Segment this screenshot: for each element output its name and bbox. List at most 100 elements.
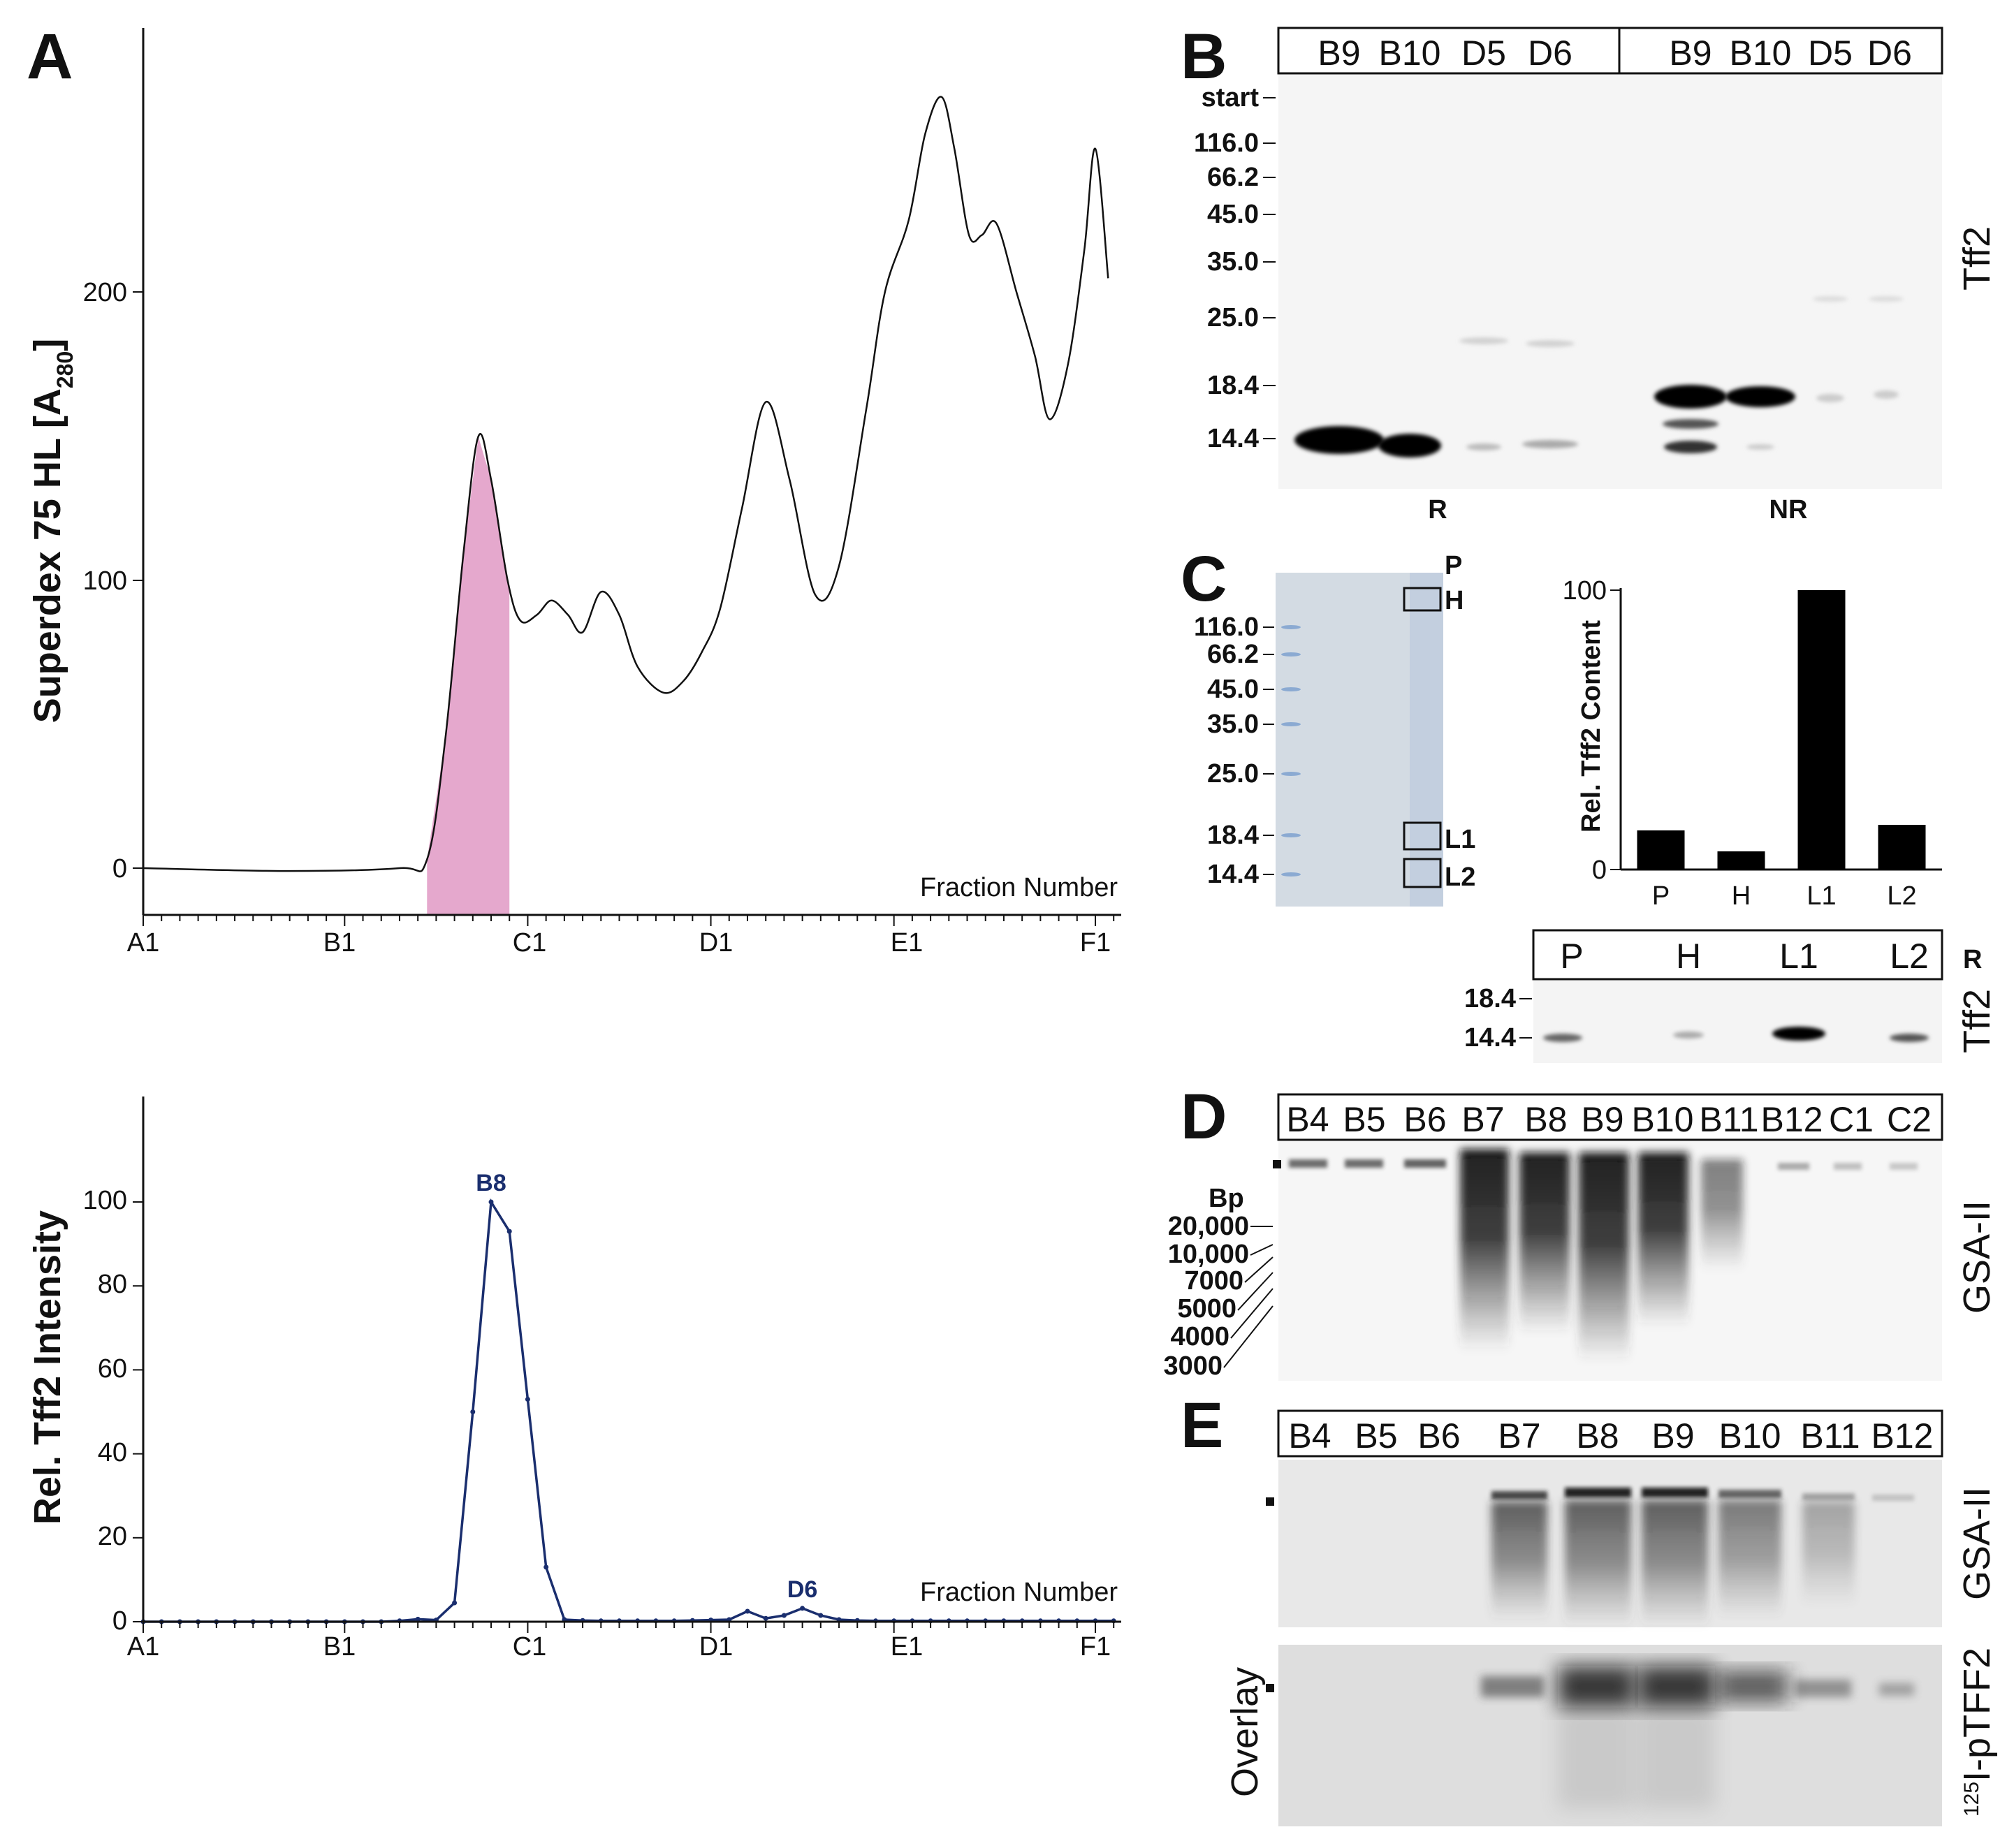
gel-d-lane-c2: C2 bbox=[1887, 1100, 1932, 1139]
chromatogram-shaded-peak bbox=[427, 437, 510, 915]
profile-x-title: Fraction Number bbox=[920, 1578, 1118, 1607]
gel-b-side-label: Tff2 bbox=[1956, 226, 1998, 291]
profile-ytick-label-40: 40 bbox=[98, 1438, 127, 1467]
gel-d-lane-c1: C1 bbox=[1829, 1100, 1874, 1139]
bar-l1 bbox=[1797, 590, 1846, 870]
gel-e-gsa-well-marker bbox=[1266, 1497, 1274, 1506]
chromatogram-xtick-a1: A1 bbox=[127, 928, 159, 958]
gel-b-marker-start: start bbox=[1202, 83, 1260, 112]
gel-e-overlay-well-marker bbox=[1266, 1684, 1274, 1692]
gel-d-lane-b10: B10 bbox=[1632, 1100, 1694, 1139]
profile-ytick-label-0: 0 bbox=[112, 1606, 127, 1636]
gel-d-size-4000: 4000 bbox=[1170, 1322, 1229, 1351]
blot-c-lane-header bbox=[1532, 929, 1943, 981]
gel-d-lane-header bbox=[1277, 1093, 1943, 1141]
tff2-profile-line bbox=[143, 1198, 1114, 1623]
panel-b-gel: B9 B10 D5 D6 B9 B10 D5 D6 start 116.0 66… bbox=[1194, 27, 1998, 525]
profile-xtick-f1: F1 bbox=[1080, 1632, 1111, 1662]
chromatogram-ytick-label-200: 200 bbox=[83, 278, 127, 307]
bar-xlabel-h: H bbox=[1732, 881, 1751, 911]
bar-ytick-label-100: 100 bbox=[1563, 576, 1607, 606]
blot-c-background bbox=[1533, 979, 1942, 1063]
gel-b-marker-66: 66.2 bbox=[1207, 163, 1259, 192]
gel-d-lane-b4: B4 bbox=[1286, 1100, 1329, 1139]
profile-point-36 bbox=[800, 1606, 805, 1611]
gel-c-marker-35: 35.0 bbox=[1207, 710, 1259, 739]
gel-b-bands bbox=[1294, 296, 1904, 457]
tff2-content-bar-chart: 100 0 P H L1 L2 Rel. Tff2 Content bbox=[1563, 576, 1942, 911]
bar-y-title: Rel. Tff2 Content bbox=[1577, 620, 1606, 833]
gel-c-marker-66: 66.2 bbox=[1207, 640, 1259, 669]
gel-e-overlay-bands bbox=[1481, 1666, 1914, 1809]
profile-point-19 bbox=[488, 1199, 494, 1205]
gel-e-lane-b7: B7 bbox=[1498, 1416, 1540, 1455]
gel-c-marker-45: 45.0 bbox=[1207, 675, 1259, 704]
gel-b-condition-nr: NR bbox=[1769, 495, 1808, 525]
chromatogram-line bbox=[143, 96, 1109, 872]
panel-d-gel: B4 B5 B6 B7 B8 B9 B10 B11 B12 C1 C2 Bp 2 bbox=[1163, 1093, 1998, 1381]
gel-c-label-l1: L1 bbox=[1445, 825, 1475, 854]
gel-e-lane-b10: B10 bbox=[1719, 1416, 1781, 1455]
gel-b-lane-right-b9: B9 bbox=[1669, 34, 1712, 73]
bar-ytick-label-0: 0 bbox=[1592, 856, 1607, 885]
gel-d-size-20000: 20,000 bbox=[1168, 1212, 1249, 1241]
chromatogram-minor-ticks bbox=[143, 915, 1115, 926]
profile-point-22 bbox=[543, 1564, 549, 1570]
profile-point-18 bbox=[470, 1409, 476, 1414]
gel-c-marker-18: 18.4 bbox=[1207, 821, 1259, 850]
profile-point-37 bbox=[818, 1613, 824, 1618]
panel-e-gels: B4 B5 B6 B7 B8 B9 B10 B11 B12 GSA-II bbox=[1224, 1409, 1998, 1826]
profile-point-33 bbox=[745, 1608, 750, 1614]
gel-c-label-p: P bbox=[1445, 551, 1462, 580]
profile-xtick-a1: A1 bbox=[127, 1632, 159, 1662]
chromatogram-xtick-b1: B1 bbox=[323, 928, 356, 958]
profile-point-15 bbox=[415, 1616, 421, 1622]
gel-d-smears bbox=[1460, 1149, 1743, 1362]
peak-label-b8: B8 bbox=[476, 1170, 506, 1196]
gel-b-marker-14: 14.4 bbox=[1207, 424, 1259, 453]
chromatogram-xtick-f1: F1 bbox=[1080, 928, 1111, 958]
gel-b-lane-left-d6: D6 bbox=[1528, 34, 1572, 73]
gel-c-marker-25: 25.0 bbox=[1207, 759, 1259, 789]
gel-c-box-l2 bbox=[1403, 858, 1442, 888]
bar-xlabel-l1: L1 bbox=[1807, 881, 1836, 911]
gel-e-lane-b11: B11 bbox=[1800, 1416, 1860, 1455]
gel-b-lane-right-d5: D5 bbox=[1808, 34, 1853, 73]
profile-point-20 bbox=[506, 1229, 512, 1234]
chromatogram-ytick-label-100: 100 bbox=[83, 566, 127, 596]
gel-b-condition-r: R bbox=[1428, 495, 1447, 525]
profile-xtick-c1: C1 bbox=[513, 1632, 547, 1662]
gel-d-lane-b8: B8 bbox=[1524, 1100, 1567, 1139]
gel-d-lane-b6: B6 bbox=[1403, 1100, 1446, 1139]
gel-d-lane-b5: B5 bbox=[1343, 1100, 1385, 1139]
gel-b-marker-45: 45.0 bbox=[1207, 200, 1259, 229]
bar-h bbox=[1717, 851, 1765, 870]
chromatogram-x-title: Fraction Number bbox=[920, 873, 1118, 902]
peak-label-d6: D6 bbox=[787, 1576, 817, 1603]
gel-c-ladder-bands bbox=[1281, 625, 1301, 877]
panel-c-stained-gel: 116.0 66.2 45.0 35.0 25.0 18.4 14.4 P H … bbox=[1194, 551, 1475, 907]
gel-e-lane-b4: B4 bbox=[1288, 1416, 1331, 1455]
profile-xtick-e1: E1 bbox=[891, 1632, 923, 1662]
tff2-profile-points bbox=[140, 1199, 1116, 1625]
gel-e-lane-b12: B12 bbox=[1871, 1416, 1934, 1455]
gel-e-lane-b8: B8 bbox=[1576, 1416, 1619, 1455]
gel-b-background bbox=[1278, 73, 1942, 489]
profile-point-21 bbox=[525, 1397, 530, 1402]
profile-point-17 bbox=[452, 1600, 458, 1606]
blot-c-lane-l1: L1 bbox=[1779, 937, 1818, 976]
gel-e-lane-b9: B9 bbox=[1651, 1416, 1694, 1455]
profile-xtick-b1: B1 bbox=[323, 1632, 356, 1662]
gel-b-lane-right-b10: B10 bbox=[1730, 34, 1792, 73]
gel-b-lane-left-b10: B10 bbox=[1379, 34, 1441, 73]
gel-c-marker-14: 14.4 bbox=[1207, 860, 1259, 889]
profile-minor-ticks bbox=[143, 1622, 1115, 1633]
gel-d-size-7000: 7000 bbox=[1184, 1266, 1243, 1296]
gel-b-marker-116: 116.0 bbox=[1194, 129, 1259, 158]
gel-e-lane-b5: B5 bbox=[1355, 1416, 1397, 1455]
blot-c-lane-h: H bbox=[1676, 937, 1701, 976]
chromatogram-ytick-label-0: 0 bbox=[112, 854, 127, 883]
gel-d-size-title: Bp bbox=[1209, 1184, 1244, 1213]
gel-b-lane-left-b9: B9 bbox=[1318, 34, 1360, 73]
